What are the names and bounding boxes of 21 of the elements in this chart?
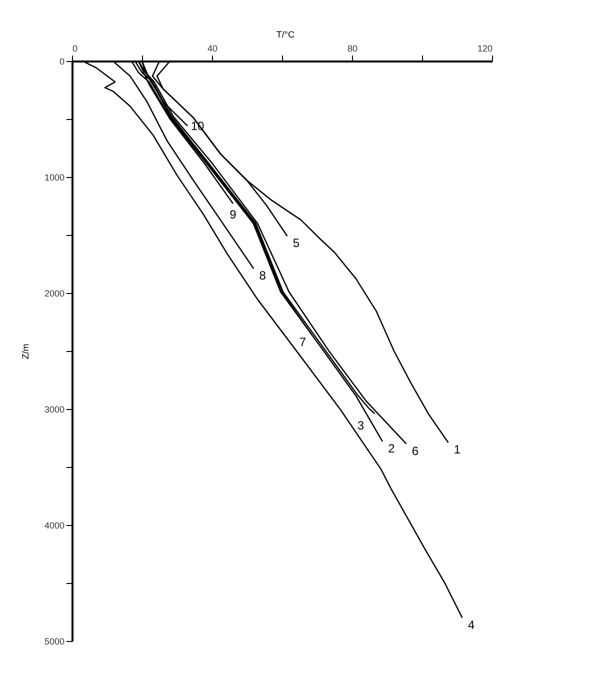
x-axis-title: T/°C [276, 30, 295, 40]
series-label: 9 [230, 208, 237, 222]
series-label: 6 [412, 444, 419, 458]
series-label: 5 [292, 236, 300, 250]
y-tick-label: 3000 [44, 404, 64, 414]
series-label: 4 [468, 618, 475, 632]
y-tick-label: 2000 [44, 288, 64, 298]
y-tick-label: 0 [59, 56, 64, 66]
y-tick-label: 4000 [44, 520, 64, 530]
y-axis-title: Z/m [20, 344, 30, 360]
y-tick-label: 1000 [44, 172, 64, 182]
x-tick-label: 120 [477, 44, 492, 54]
series-label: 1 [454, 442, 461, 457]
x-tick-label: 40 [207, 44, 218, 54]
series-label: 2 [388, 441, 396, 456]
y-tick-label: 5000 [44, 636, 64, 646]
series-label: 7 [299, 334, 306, 349]
series-label: 8 [259, 268, 266, 283]
x-tick-label: 0 [72, 44, 78, 54]
x-tick-label: 80 [347, 44, 358, 54]
series-label: 3 [357, 418, 364, 433]
